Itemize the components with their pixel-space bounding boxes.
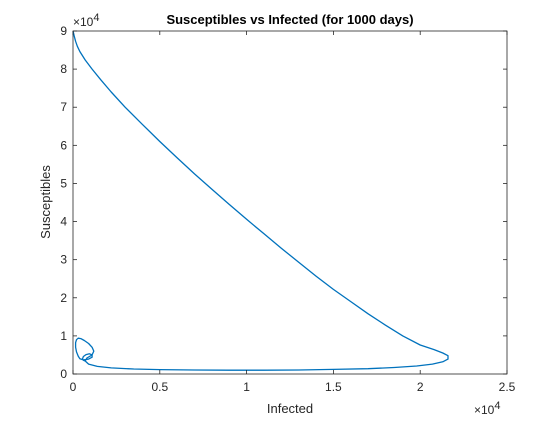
x-tick-label-2: 1	[243, 380, 250, 394]
y-tick-label-0: 0	[60, 367, 67, 381]
y-exponent-power: 4	[93, 12, 99, 24]
x-exponent-power: 4	[494, 400, 500, 412]
y-axis-exponent: ×104	[73, 12, 99, 29]
plot-area-background	[73, 31, 507, 374]
y-tick-label-6: 6	[60, 138, 67, 152]
y-tick-label-7: 7	[60, 100, 67, 114]
y-tick-label-1: 1	[60, 329, 67, 343]
chart-title: Susceptibles vs Infected (for 1000 days)	[166, 12, 413, 27]
y-tick-label-8: 8	[60, 62, 67, 76]
y-axis-label: Susceptibles	[38, 165, 53, 239]
y-tick-label-3: 3	[60, 253, 67, 267]
tick-layer: 0 0.5 1 1.5 2 2.5 0 1 2 3 4 5 6 7 8 9	[60, 24, 515, 394]
x-tick-label-3: 1.5	[325, 380, 342, 394]
series-line-0	[72, 30, 449, 371]
x-tick-label-1: 0.5	[151, 380, 168, 394]
x-axis-exponent: ×104	[474, 400, 500, 417]
x-exponent-base: ×10	[474, 403, 495, 417]
y-exponent-base: ×10	[73, 15, 94, 29]
y-tick-label-5: 5	[60, 176, 67, 190]
y-tick-label-9: 9	[60, 24, 67, 38]
y-tick-label-2: 2	[60, 291, 67, 305]
x-tick-label-4: 2	[417, 380, 424, 394]
x-tick-label-5: 2.5	[499, 380, 516, 394]
axes-box	[72, 30, 508, 375]
y-tick-label-4: 4	[60, 215, 67, 229]
x-tick-label-0: 0	[70, 380, 77, 394]
x-axis-label: Infected	[267, 401, 313, 416]
series-layer	[72, 30, 449, 371]
